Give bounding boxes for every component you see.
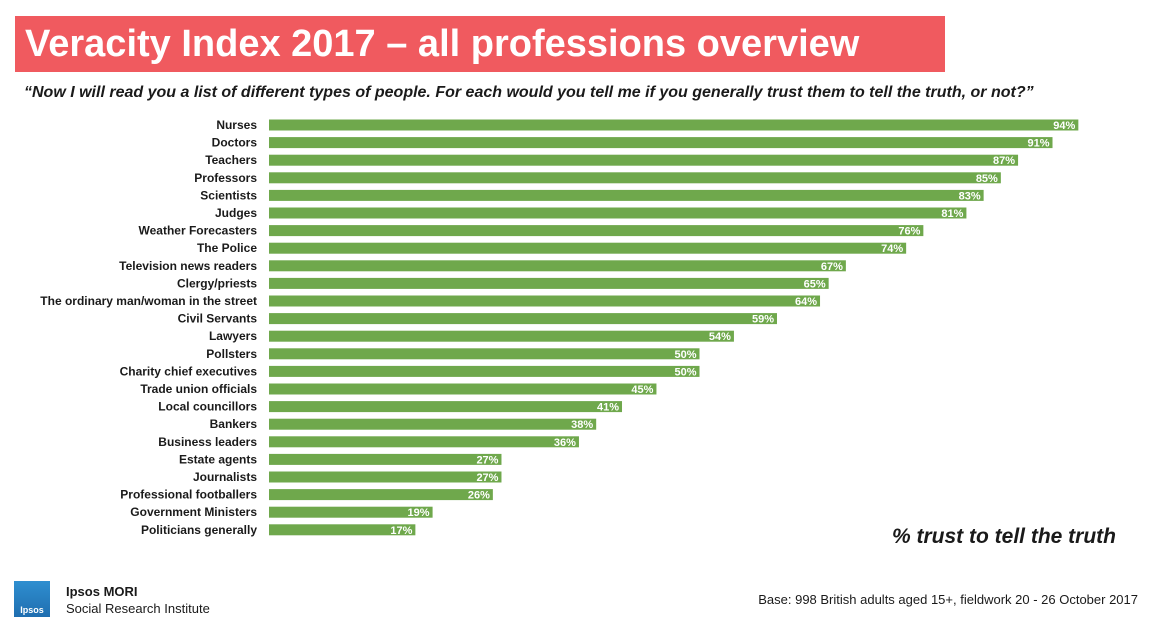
bar [269, 313, 777, 325]
category-label: Charity chief executives [120, 364, 258, 378]
category-label: Trade union officials [140, 382, 257, 396]
bar [269, 207, 967, 219]
category-label: Scientists [200, 188, 257, 202]
category-label: Doctors [212, 136, 258, 150]
category-label: Judges [215, 206, 257, 220]
bar [269, 489, 493, 501]
logo-text: Ipsos [20, 605, 44, 615]
bar [269, 242, 907, 254]
data-label: 59% [752, 314, 774, 326]
data-label: 81% [941, 208, 963, 220]
bar [269, 295, 821, 307]
bar [269, 154, 1019, 166]
data-label: 74% [881, 243, 903, 255]
data-label: 65% [804, 278, 826, 290]
category-label: Pollsters [206, 347, 257, 361]
category-label: The Police [197, 241, 257, 255]
category-label: Business leaders [158, 435, 257, 449]
category-label: Weather Forecasters [139, 224, 258, 238]
bar [269, 277, 829, 289]
category-label: Bankers [210, 417, 258, 431]
category-label: Teachers [205, 153, 257, 167]
bar [269, 401, 623, 413]
data-label: 50% [674, 349, 696, 361]
bar [269, 418, 597, 430]
bar [269, 119, 1079, 131]
category-label: Professors [194, 171, 257, 185]
data-label: 45% [631, 384, 653, 396]
data-label: 54% [709, 331, 731, 343]
data-label: 26% [468, 490, 490, 502]
chart-subtitle: “Now I will read you a list of different… [24, 84, 1034, 101]
data-label: 41% [597, 402, 619, 414]
data-label: 17% [390, 525, 412, 537]
data-label: 94% [1053, 120, 1075, 132]
axis-note: % trust to tell the truth [892, 525, 1116, 548]
bar [269, 348, 700, 360]
category-label: Nurses [216, 118, 257, 132]
base-note: Base: 998 British adults aged 15+, field… [758, 592, 1138, 607]
data-label: 50% [674, 366, 696, 378]
brand-subtitle: Social Research Institute [66, 601, 210, 616]
bar [269, 225, 924, 237]
data-label: 36% [554, 437, 576, 449]
ipsos-logo: Ipsos [14, 581, 50, 617]
bar [269, 137, 1053, 149]
brand-name: Ipsos MORI [66, 584, 138, 599]
category-label: Professional footballers [120, 488, 257, 502]
data-label: 27% [476, 472, 498, 484]
bar [269, 453, 502, 465]
category-label: The ordinary man/woman in the street [40, 294, 257, 308]
data-label: 91% [1027, 138, 1049, 150]
bar [269, 436, 579, 448]
data-label: 87% [993, 155, 1015, 167]
category-label: Government Ministers [130, 505, 257, 519]
category-label: Journalists [193, 470, 257, 484]
data-label: 67% [821, 261, 843, 273]
bar [269, 506, 433, 518]
bar [269, 172, 1001, 184]
bar [269, 330, 734, 342]
category-label: Television news readers [119, 259, 257, 273]
category-label: Local councillors [158, 400, 257, 414]
data-label: 76% [898, 226, 920, 238]
category-label: Lawyers [209, 329, 257, 343]
data-label: 27% [476, 454, 498, 466]
data-label: 83% [959, 190, 981, 202]
title-banner: Veracity Index 2017 – all professions ov… [15, 16, 945, 72]
bar [269, 524, 416, 536]
bar [269, 365, 700, 377]
bar [269, 383, 657, 395]
data-label: 19% [408, 507, 430, 519]
category-label: Civil Servants [178, 312, 258, 326]
category-label: Politicians generally [141, 523, 257, 537]
data-label: 85% [976, 173, 998, 185]
bar [269, 189, 984, 201]
data-label: 64% [795, 296, 817, 308]
data-label: 38% [571, 419, 593, 431]
bar [269, 260, 846, 272]
category-label: Clergy/priests [177, 276, 257, 290]
chart-title: Veracity Index 2017 – all professions ov… [25, 23, 860, 65]
bar [269, 471, 502, 483]
bar-chart: Nurses 94% Doctors 91% Teachers 87% Professors… [40, 118, 1079, 537]
category-label: Estate agents [179, 452, 257, 466]
